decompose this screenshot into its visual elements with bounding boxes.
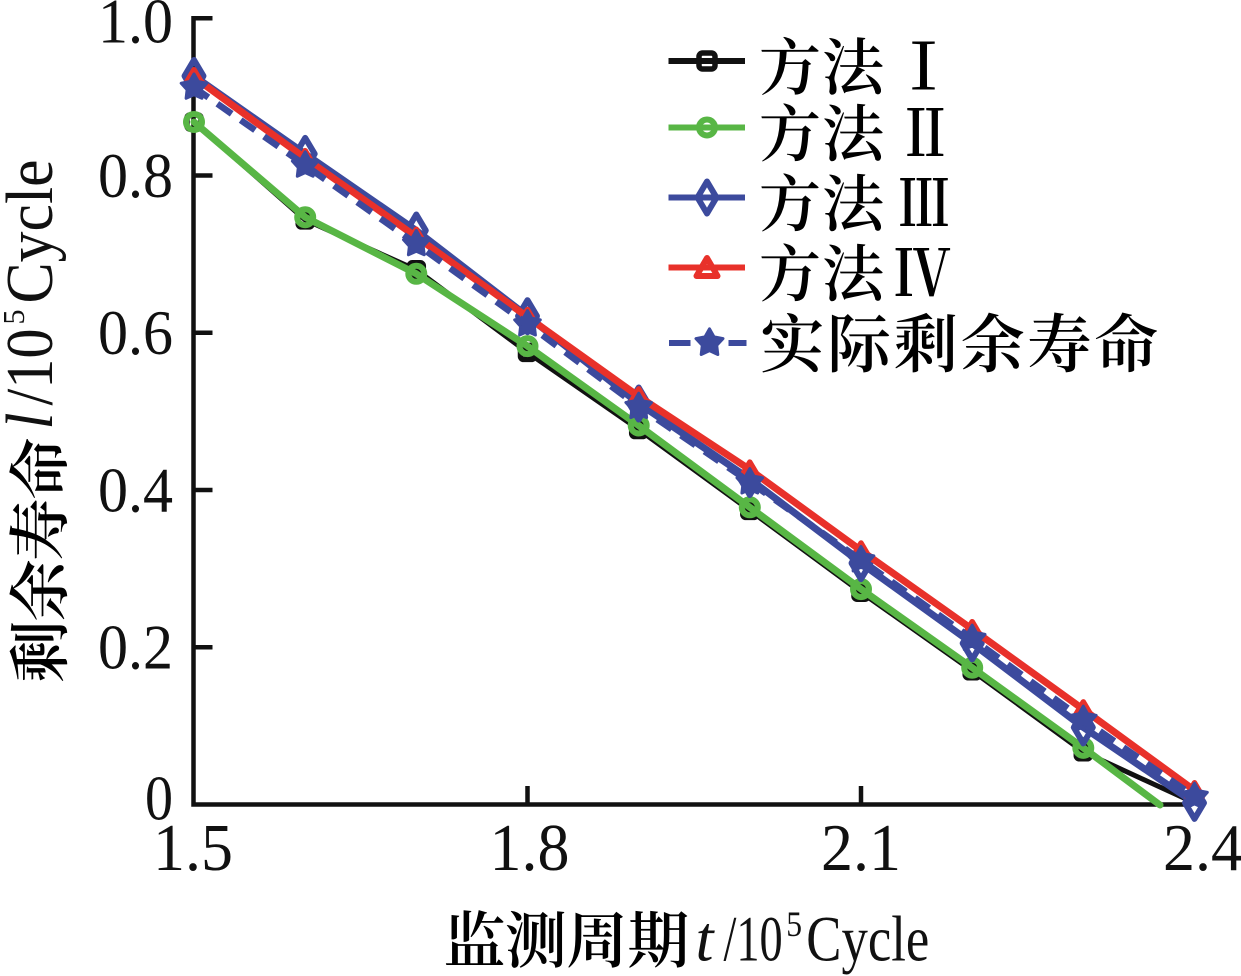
svg-text:/10: /10 [724,904,783,976]
svg-text:1.8: 1.8 [490,811,570,885]
svg-text:5: 5 [786,904,802,944]
svg-text:0.6: 0.6 [98,297,173,368]
svg-text:Cycle: Cycle [806,904,929,976]
svg-text:5: 5 [0,310,31,325]
svg-text:0.2: 0.2 [98,612,173,683]
svg-text:/10: /10 [0,329,67,406]
svg-text:l: l [0,413,67,430]
svg-text:t: t [696,904,716,976]
svg-text:2.4: 2.4 [1163,811,1241,885]
svg-text:Cycle: Cycle [0,160,67,304]
svg-text:0.8: 0.8 [98,140,173,211]
svg-text:0.4: 0.4 [98,455,173,526]
svg-text:0: 0 [145,763,173,834]
svg-text:2.1: 2.1 [821,811,901,885]
svg-text:1.0: 1.0 [98,0,173,57]
svg-text:1.5: 1.5 [153,811,233,885]
